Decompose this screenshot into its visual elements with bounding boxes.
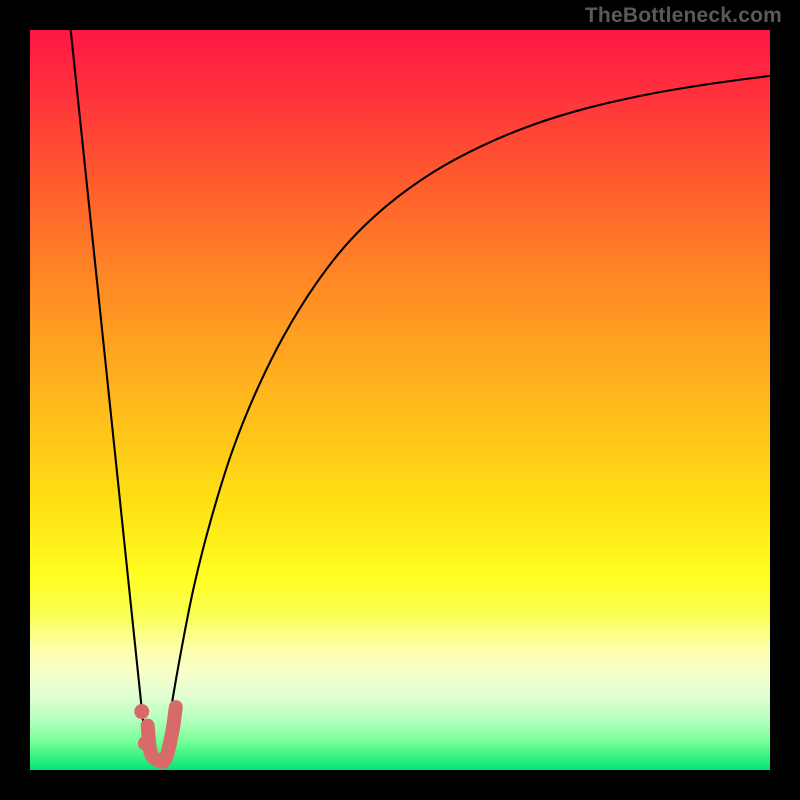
chart-container: { "watermark": { "text": "TheBottleneck.… (0, 0, 800, 800)
bottleneck-chart (0, 0, 800, 800)
plot-background (30, 30, 770, 770)
highlight-dot (134, 704, 149, 719)
watermark-label: TheBottleneck.com (585, 4, 782, 28)
